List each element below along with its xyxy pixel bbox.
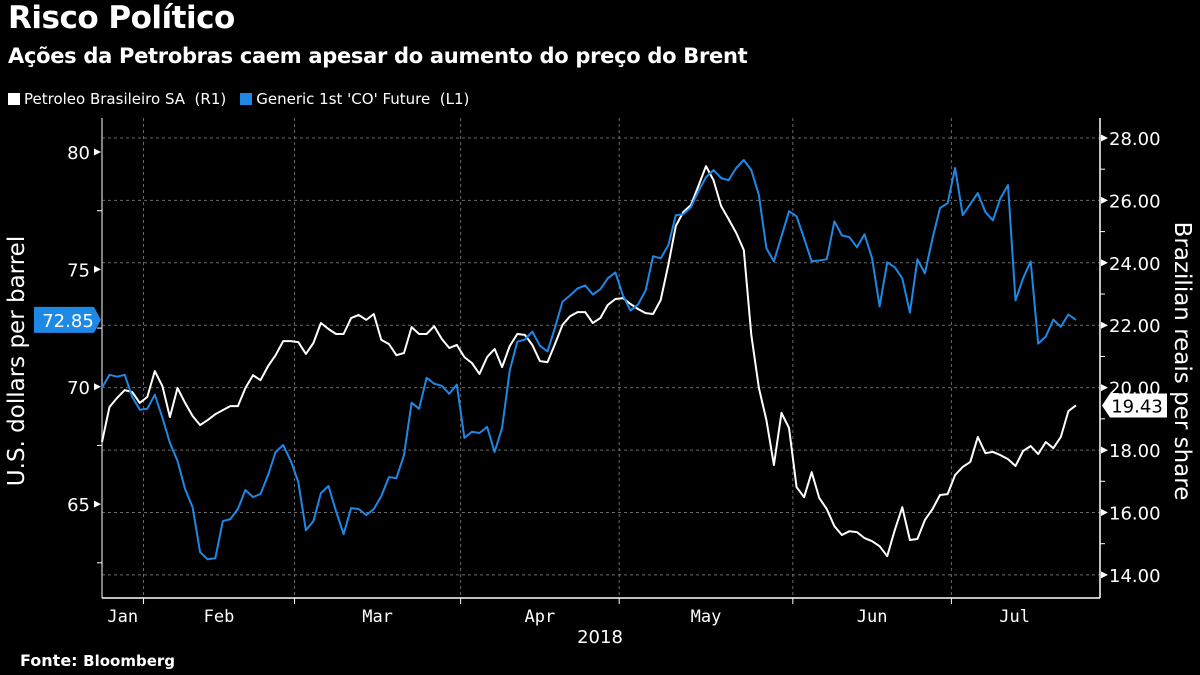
series-lines <box>101 159 1077 561</box>
last-value-badge-left <box>34 306 101 333</box>
legend: Petroleo Brasileiro SA (R1) Generic 1st … <box>8 90 483 108</box>
left-tick-label: 80 <box>67 143 90 164</box>
right-tick-marker <box>1101 321 1108 329</box>
right-tick-marker <box>1101 384 1108 392</box>
left-axis-title: U.S. dollars per barrel <box>4 236 30 486</box>
axes <box>94 118 1108 604</box>
legend-swatch-white <box>8 93 20 105</box>
right-tick-marker <box>1101 196 1108 204</box>
left-tick-label: 75 <box>67 260 90 281</box>
legend-item-brent: Generic 1st 'CO' Future (L1) <box>240 90 469 108</box>
source-note: Fonte: Bloomberg <box>20 651 175 670</box>
right-tick-label: 18.00 <box>1109 441 1161 462</box>
right-tick-marker <box>1101 508 1108 516</box>
left-tick-marker <box>94 500 101 508</box>
left-tick-marker <box>94 265 101 273</box>
right-tick-marker <box>1101 571 1108 579</box>
right-tick-label: 28.00 <box>1109 129 1161 150</box>
right-tick-label: 16.00 <box>1109 503 1161 524</box>
year-label: 2018 <box>577 627 623 648</box>
chart-title: Risco Político <box>8 0 235 36</box>
left-tick-label: 65 <box>67 495 90 516</box>
x-tick-label: Jun <box>857 607 888 627</box>
x-tick-label: May <box>691 607 722 627</box>
x-tick-label: Mar <box>362 607 393 627</box>
right-tick-label: 22.00 <box>1109 316 1161 337</box>
right-tick-label: 26.00 <box>1109 191 1161 212</box>
x-tick-label: Feb <box>204 607 235 627</box>
petrobras-line <box>101 165 1077 558</box>
left-tick-marker <box>94 383 101 391</box>
right-tick-marker <box>1101 259 1108 267</box>
source-label: Fonte: <box>20 651 78 670</box>
chart-subtitle: Ações da Petrobras caem apesar do aument… <box>8 44 748 68</box>
legend-swatch-blue <box>240 93 253 105</box>
right-tick-marker <box>1101 446 1108 454</box>
brent-line <box>101 159 1077 561</box>
last-value-label-right: 19.43 <box>1111 396 1163 417</box>
legend-item-petrobras: Petroleo Brasileiro SA (R1) <box>8 90 226 108</box>
left-tick-marker <box>94 148 101 156</box>
legend-label: Petroleo Brasileiro SA (R1) <box>24 90 227 108</box>
right-axis-title: Brazilian reais per share <box>1169 222 1195 501</box>
last-value-badge-right <box>1102 393 1167 418</box>
legend-label: Generic 1st 'CO' Future (L1) <box>256 90 470 108</box>
source-name: Bloomberg <box>83 652 176 670</box>
last-value-label-left: 72.85 <box>42 311 94 332</box>
right-tick-label: 24.00 <box>1109 254 1161 275</box>
x-tick-label: Apr <box>525 607 556 627</box>
x-tick-label: Jan <box>107 607 138 627</box>
x-tick-label: Jul <box>999 607 1030 627</box>
right-tick-marker <box>1101 134 1108 142</box>
right-tick-label: 14.00 <box>1109 566 1161 587</box>
axis-labels: 8075706528.0026.0024.0022.0020.0018.0016… <box>34 129 1167 627</box>
gridlines <box>102 118 1100 598</box>
left-tick-label: 70 <box>67 378 90 399</box>
